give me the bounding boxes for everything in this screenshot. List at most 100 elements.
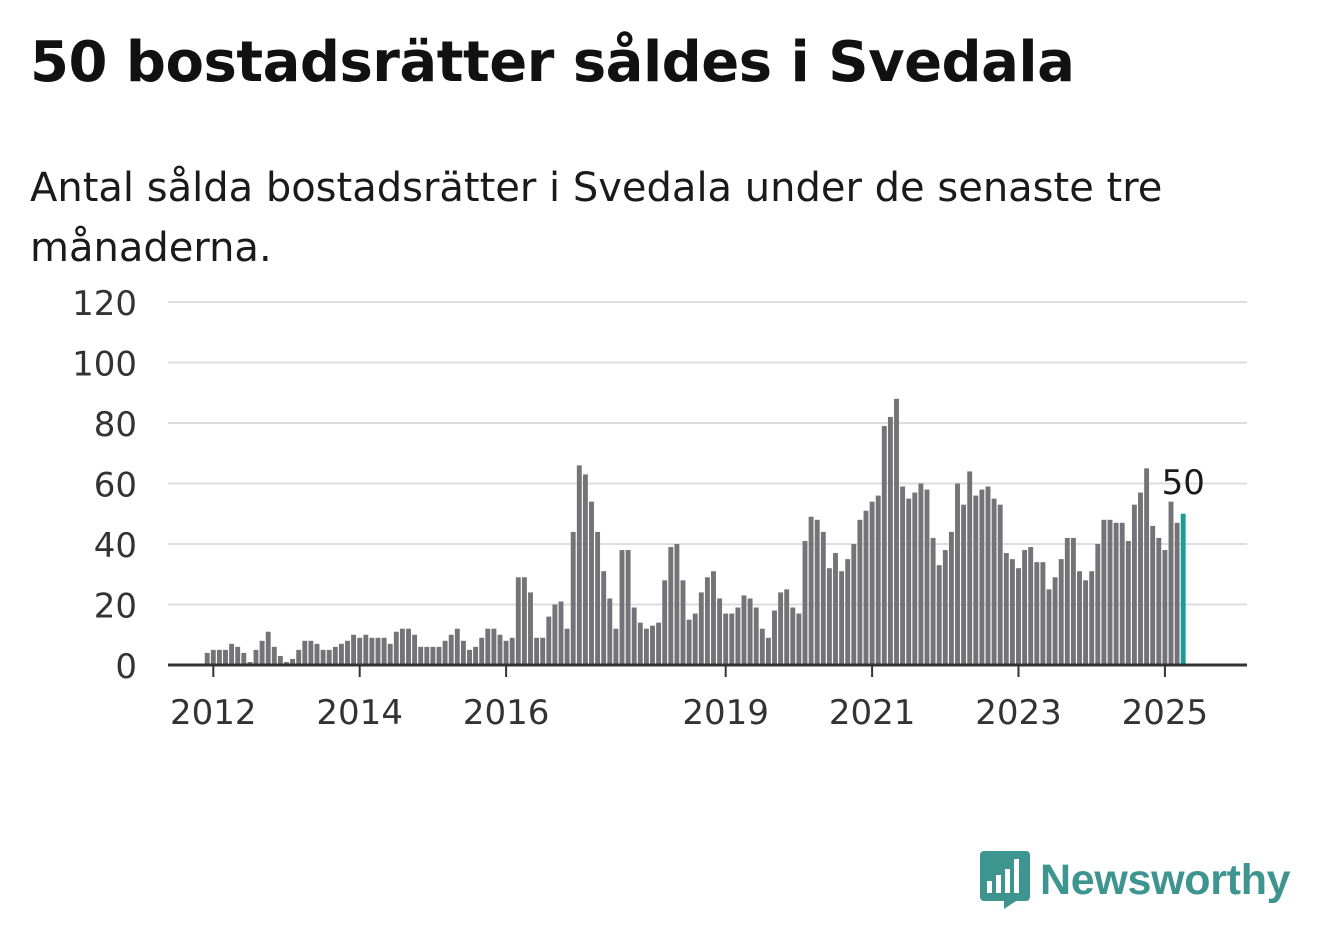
bar — [967, 471, 973, 665]
newsworthy-logo: Newsworthy — [980, 850, 1291, 910]
bar — [229, 643, 235, 665]
bar — [332, 646, 338, 665]
bar — [338, 643, 344, 665]
last-value-label: 50 — [1162, 463, 1205, 503]
bar — [869, 501, 875, 665]
bar — [345, 640, 350, 665]
bar — [717, 598, 723, 665]
bar — [1162, 550, 1168, 665]
bar — [253, 649, 259, 665]
bar — [381, 637, 387, 665]
bar — [406, 628, 411, 665]
bar — [375, 637, 381, 665]
bar — [497, 634, 503, 665]
bar — [973, 495, 979, 665]
bar — [277, 655, 283, 665]
bar — [448, 634, 454, 665]
bar — [845, 559, 851, 665]
bar — [247, 661, 253, 665]
bar — [460, 640, 466, 665]
bar — [1095, 544, 1101, 665]
bar — [259, 640, 265, 665]
bar — [589, 501, 594, 665]
bar — [1058, 559, 1064, 665]
bar — [723, 613, 729, 665]
bar — [1003, 553, 1009, 665]
bar — [503, 640, 509, 665]
bar — [900, 486, 906, 665]
bar — [576, 465, 582, 665]
x-tick-label: 2021 — [829, 693, 916, 733]
bar — [265, 631, 271, 665]
bar — [302, 640, 308, 665]
bar — [521, 577, 527, 665]
bar — [351, 634, 357, 665]
bar — [296, 649, 302, 665]
bar — [753, 607, 759, 665]
bar — [936, 565, 942, 665]
bar — [558, 601, 564, 665]
bar — [668, 547, 674, 665]
bar — [1089, 571, 1095, 665]
bar — [894, 398, 899, 665]
bar — [814, 519, 820, 665]
bar — [601, 571, 607, 665]
bar — [582, 474, 588, 665]
bar — [235, 646, 241, 665]
bar — [528, 592, 533, 665]
bar — [320, 649, 326, 665]
y-tick-label: 0 — [115, 647, 137, 687]
bar — [363, 634, 369, 665]
bar — [979, 489, 985, 665]
bar — [436, 646, 442, 665]
bar — [393, 631, 399, 665]
bar — [1070, 537, 1076, 665]
bar — [729, 613, 735, 665]
bar — [686, 619, 692, 665]
bar — [357, 637, 363, 665]
bar — [308, 640, 314, 665]
y-tick-label: 100 — [72, 345, 137, 385]
bar — [412, 634, 418, 665]
bar — [759, 628, 765, 665]
y-tick-label: 60 — [94, 466, 137, 506]
bar — [595, 531, 601, 665]
bar — [1113, 522, 1119, 665]
x-tick-label: 2019 — [682, 693, 769, 733]
bar — [784, 589, 790, 665]
bar — [1144, 468, 1150, 665]
chart-title: 50 bostadsrätter såldes i Svedala — [30, 30, 1075, 95]
bar — [991, 498, 997, 665]
gridlines — [168, 301, 1247, 606]
bar — [826, 568, 832, 665]
x-axis: 2012 2014 2016 2019 2021 2023 2025 — [168, 663, 1247, 733]
bar — [656, 622, 662, 665]
bar — [906, 498, 912, 665]
bar — [881, 426, 887, 665]
bar — [454, 628, 460, 665]
bar — [1077, 571, 1082, 665]
bar — [1125, 540, 1131, 665]
y-tick-label: 80 — [94, 405, 137, 445]
bar — [564, 628, 570, 665]
bar — [1064, 537, 1070, 665]
bar — [491, 628, 497, 665]
bar — [271, 646, 277, 665]
bar — [241, 652, 247, 665]
bar — [424, 646, 430, 665]
bar — [479, 637, 485, 665]
bar — [1150, 525, 1156, 665]
newsworthy-bar-chart-icon — [980, 851, 1030, 909]
bar — [418, 646, 424, 665]
x-tick-label: 2012 — [170, 693, 257, 733]
bar — [607, 598, 613, 665]
bar — [1107, 519, 1113, 665]
bar — [546, 616, 552, 665]
bar — [1168, 501, 1174, 665]
bar — [1046, 589, 1052, 665]
bar — [857, 519, 863, 665]
bar — [851, 544, 857, 665]
y-axis-tick-labels: 0 20 40 60 80 100 120 — [72, 284, 137, 687]
bar — [1174, 522, 1180, 665]
